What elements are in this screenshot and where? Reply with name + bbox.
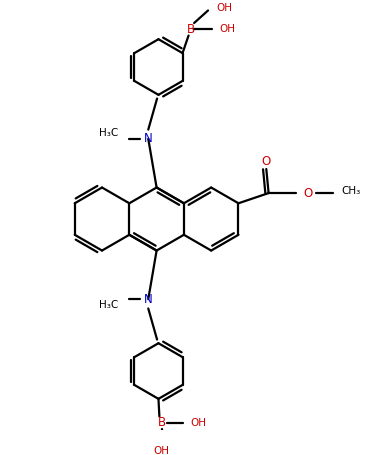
Text: B: B (158, 416, 166, 430)
Text: B: B (187, 22, 195, 35)
Text: OH: OH (216, 3, 232, 13)
Text: OH: OH (190, 418, 206, 428)
Text: OH: OH (154, 446, 170, 455)
Text: H₃C: H₃C (99, 128, 118, 138)
Text: OH: OH (220, 24, 236, 34)
Text: CH₃: CH₃ (342, 186, 361, 196)
Text: H₃C: H₃C (99, 300, 118, 310)
Text: O: O (303, 187, 312, 200)
Text: N: N (144, 293, 152, 306)
Text: O: O (262, 155, 271, 167)
Text: N: N (144, 132, 152, 145)
